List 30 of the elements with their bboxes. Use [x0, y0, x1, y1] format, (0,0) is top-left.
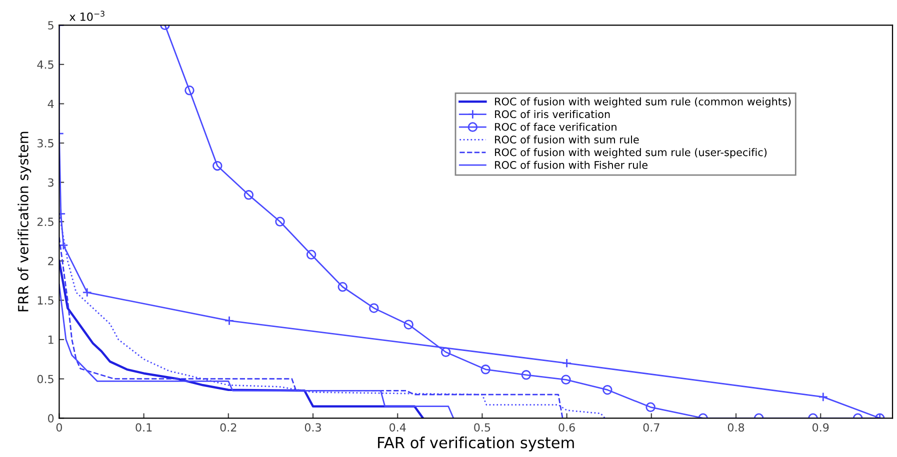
y-axis-title: FRR of verification system: [18, 132, 32, 312]
y-tick-label: 1: [48, 336, 54, 344]
x-tick-label: 0.1: [136, 423, 152, 432]
legend-label: ROC of iris verification: [495, 110, 610, 118]
y-tick-label: 5: [48, 21, 54, 30]
legend-label: ROC of fusion with weighted sum rule (common weights): [495, 97, 791, 108]
y-tick-label: 4: [48, 100, 54, 108]
y-tick-label: 2: [48, 256, 54, 266]
y-tick-label: 4.5: [37, 60, 54, 69]
x-tick-label: 0.8: [728, 423, 744, 432]
x-tick-label: 0.9: [812, 423, 829, 432]
x-tick-label: 0.2: [220, 423, 236, 432]
x-tick-label: 0.3: [304, 423, 321, 432]
x-axis-title: FAR of verification system: [378, 436, 574, 452]
x-tick-label: 0.6: [558, 423, 575, 432]
legend-label: ROC of fusion with weighted sum rule (user-specific): [495, 148, 767, 158]
text: x 10$^{−3}$: [70, 10, 104, 21]
y-tick-label: 0.5: [37, 374, 54, 384]
y-tick-label: 0: [48, 414, 54, 423]
y-tick-label: 1.5: [38, 296, 54, 305]
x-tick-label: 0.5: [474, 423, 490, 432]
y-tick-label: 2.5: [37, 218, 54, 226]
legend-label: ROC of fusion with sum rule: [495, 135, 639, 144]
legend-label: ROC of fusion with Fisher rule: [495, 160, 648, 169]
legend-label: ROC of face verification: [495, 122, 616, 131]
y-tick-label: 3.5: [38, 139, 54, 148]
y-tick-label: 3: [48, 178, 54, 187]
x-tick-label: 0: [56, 423, 62, 432]
x-tick-label: 0.4: [390, 423, 406, 432]
x-tick-label: 0.7: [643, 423, 660, 432]
